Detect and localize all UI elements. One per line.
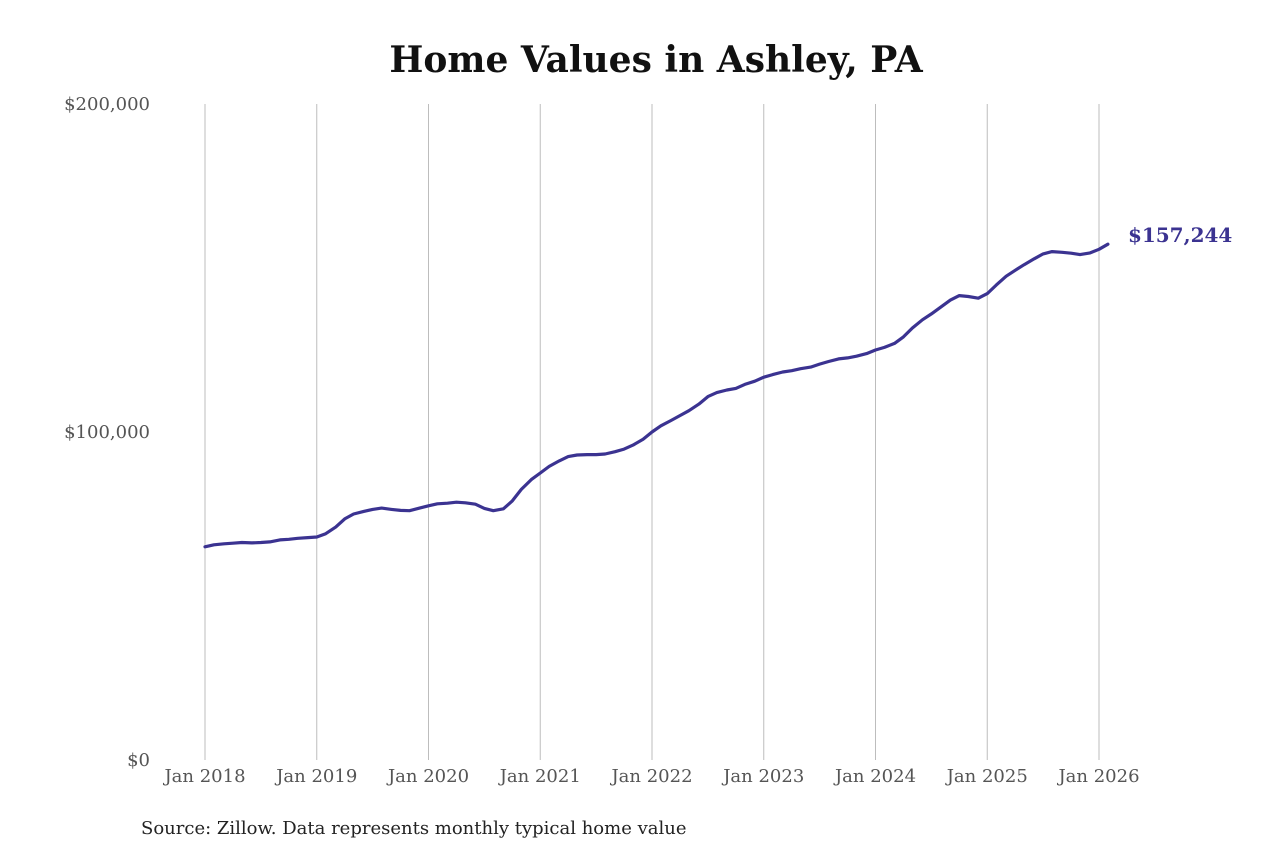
- x-tick-label: Jan 2019: [274, 766, 357, 787]
- x-tick-label: Jan 2023: [721, 766, 804, 787]
- chart-title: Home Values in Ashley, PA: [389, 39, 923, 81]
- y-tick-label: $0: [127, 750, 150, 771]
- x-tick-label: Jan 2022: [609, 766, 692, 787]
- x-tick-label: Jan 2026: [1056, 766, 1139, 787]
- end-value-label: $157,244: [1128, 223, 1232, 247]
- x-tick-label: Jan 2024: [833, 766, 916, 787]
- y-axis-ticks: $0 $100,000 $200,000: [64, 94, 150, 771]
- y-tick-label: $100,000: [64, 422, 150, 443]
- x-axis-ticks: Jan 2018 Jan 2019 Jan 2020 Jan 2021 Jan 2022…: [162, 766, 1139, 787]
- x-tick-label: Jan 2020: [386, 766, 469, 787]
- series-line: [203, 242, 1110, 549]
- y-tick-label: $200,000: [64, 94, 150, 115]
- source-note: Source: Zillow. Data represents monthly …: [141, 818, 687, 839]
- x-tick-label: Jan 2021: [498, 766, 581, 787]
- x-tick-label: Jan 2018: [162, 766, 245, 787]
- x-tick-label: Jan 2025: [945, 766, 1028, 787]
- series-home-value: $157,244: [203, 223, 1232, 549]
